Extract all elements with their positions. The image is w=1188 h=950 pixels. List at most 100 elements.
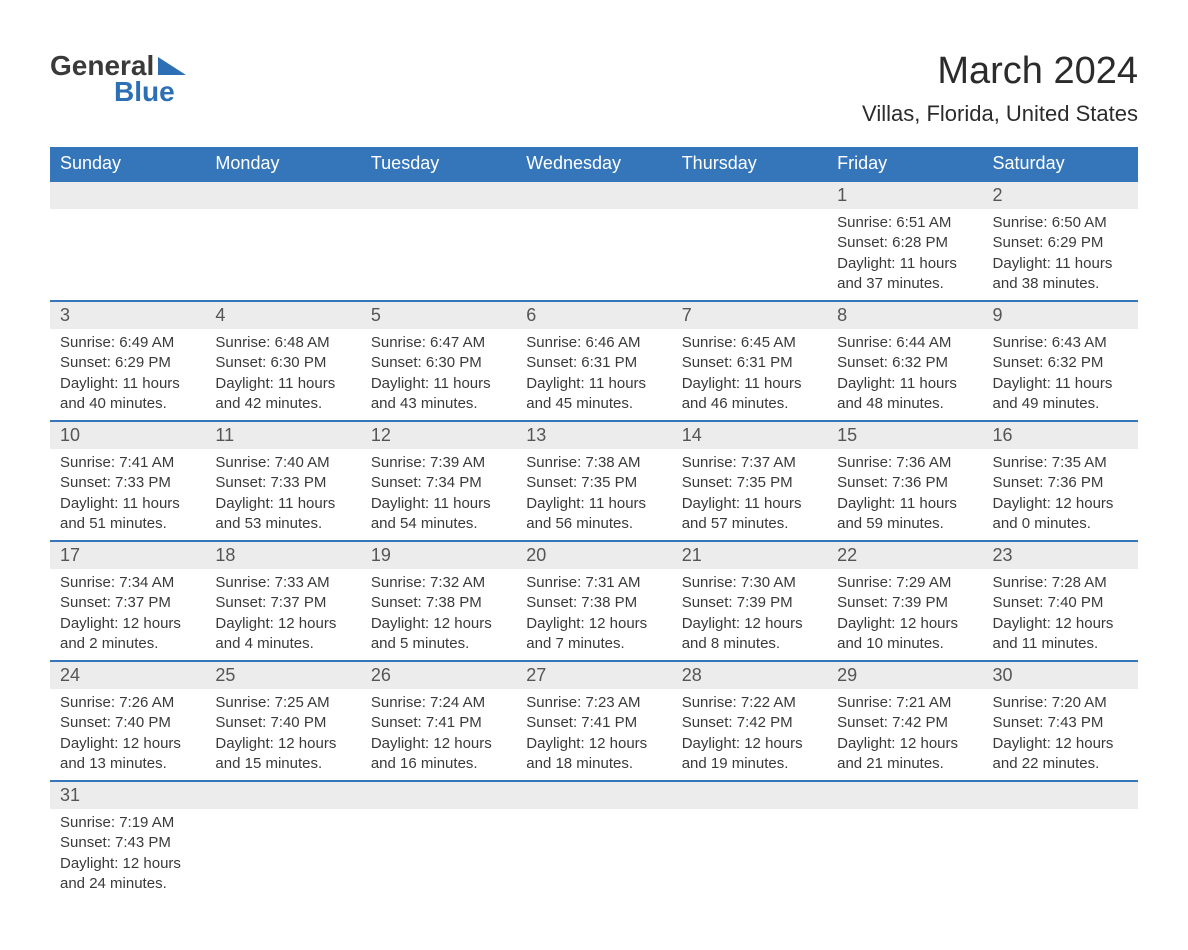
daylight-line: Daylight: 11 hours and 54 minutes. xyxy=(371,494,506,535)
daylight-line: Daylight: 12 hours and 11 minutes. xyxy=(993,614,1128,655)
day-number: 16 xyxy=(983,422,1138,449)
daylight-line: Daylight: 12 hours and 22 minutes. xyxy=(993,734,1128,775)
daylight-line: Daylight: 11 hours and 46 minutes. xyxy=(682,374,817,415)
day-body-empty xyxy=(672,209,827,219)
day-body: Sunrise: 7:39 AMSunset: 7:34 PMDaylight:… xyxy=(361,449,516,540)
day-body-empty xyxy=(983,809,1138,819)
daylight-line: Daylight: 12 hours and 16 minutes. xyxy=(371,734,506,775)
calendar-cell: 17Sunrise: 7:34 AMSunset: 7:37 PMDayligh… xyxy=(50,541,205,661)
calendar-cell xyxy=(827,781,982,900)
weekday-header: Monday xyxy=(205,147,360,181)
day-number-empty xyxy=(983,782,1138,809)
calendar-cell: 13Sunrise: 7:38 AMSunset: 7:35 PMDayligh… xyxy=(516,421,671,541)
calendar-cell xyxy=(516,181,671,301)
calendar-cell: 31Sunrise: 7:19 AMSunset: 7:43 PMDayligh… xyxy=(50,781,205,900)
calendar-cell: 7Sunrise: 6:45 AMSunset: 6:31 PMDaylight… xyxy=(672,301,827,421)
day-body: Sunrise: 7:34 AMSunset: 7:37 PMDaylight:… xyxy=(50,569,205,660)
sunset-line: Sunset: 7:38 PM xyxy=(371,593,506,613)
day-number-empty xyxy=(361,782,516,809)
daylight-line: Daylight: 11 hours and 37 minutes. xyxy=(837,254,972,295)
daylight-line: Daylight: 12 hours and 5 minutes. xyxy=(371,614,506,655)
day-number: 1 xyxy=(827,182,982,209)
sunrise-line: Sunrise: 6:47 AM xyxy=(371,333,506,353)
daylight-line: Daylight: 12 hours and 4 minutes. xyxy=(215,614,350,655)
day-number: 6 xyxy=(516,302,671,329)
calendar-cell xyxy=(361,181,516,301)
daylight-line: Daylight: 12 hours and 19 minutes. xyxy=(682,734,817,775)
day-number: 29 xyxy=(827,662,982,689)
day-number: 28 xyxy=(672,662,827,689)
sunrise-line: Sunrise: 7:41 AM xyxy=(60,453,195,473)
sunset-line: Sunset: 6:29 PM xyxy=(60,353,195,373)
sunset-line: Sunset: 7:36 PM xyxy=(993,473,1128,493)
day-body: Sunrise: 6:49 AMSunset: 6:29 PMDaylight:… xyxy=(50,329,205,420)
day-number: 17 xyxy=(50,542,205,569)
sunrise-line: Sunrise: 7:39 AM xyxy=(371,453,506,473)
sunset-line: Sunset: 7:37 PM xyxy=(215,593,350,613)
sunset-line: Sunset: 7:41 PM xyxy=(526,713,661,733)
sunrise-line: Sunrise: 7:25 AM xyxy=(215,693,350,713)
sunrise-line: Sunrise: 7:38 AM xyxy=(526,453,661,473)
day-body-empty xyxy=(50,209,205,219)
day-number: 23 xyxy=(983,542,1138,569)
day-number: 31 xyxy=(50,782,205,809)
daylight-line: Daylight: 11 hours and 56 minutes. xyxy=(526,494,661,535)
header: General Blue March 2024 Villas, Florida,… xyxy=(50,50,1138,127)
calendar-cell: 9Sunrise: 6:43 AMSunset: 6:32 PMDaylight… xyxy=(983,301,1138,421)
calendar-cell: 20Sunrise: 7:31 AMSunset: 7:38 PMDayligh… xyxy=(516,541,671,661)
day-number: 25 xyxy=(205,662,360,689)
day-number: 15 xyxy=(827,422,982,449)
calendar-cell: 27Sunrise: 7:23 AMSunset: 7:41 PMDayligh… xyxy=(516,661,671,781)
day-body: Sunrise: 6:44 AMSunset: 6:32 PMDaylight:… xyxy=(827,329,982,420)
day-body: Sunrise: 7:21 AMSunset: 7:42 PMDaylight:… xyxy=(827,689,982,780)
day-number: 8 xyxy=(827,302,982,329)
sunrise-line: Sunrise: 7:36 AM xyxy=(837,453,972,473)
day-number: 30 xyxy=(983,662,1138,689)
daylight-line: Daylight: 11 hours and 51 minutes. xyxy=(60,494,195,535)
day-number-empty xyxy=(361,182,516,209)
weekday-header: Tuesday xyxy=(361,147,516,181)
day-body: Sunrise: 7:19 AMSunset: 7:43 PMDaylight:… xyxy=(50,809,205,900)
sunset-line: Sunset: 7:39 PM xyxy=(837,593,972,613)
sunset-line: Sunset: 7:40 PM xyxy=(215,713,350,733)
logo: General Blue xyxy=(50,50,186,108)
sunset-line: Sunset: 7:42 PM xyxy=(837,713,972,733)
calendar-cell: 26Sunrise: 7:24 AMSunset: 7:41 PMDayligh… xyxy=(361,661,516,781)
calendar-cell xyxy=(516,781,671,900)
sunrise-line: Sunrise: 6:49 AM xyxy=(60,333,195,353)
daylight-line: Daylight: 11 hours and 53 minutes. xyxy=(215,494,350,535)
day-body-empty xyxy=(205,209,360,219)
calendar-body: 1Sunrise: 6:51 AMSunset: 6:28 PMDaylight… xyxy=(50,181,1138,900)
calendar-cell: 18Sunrise: 7:33 AMSunset: 7:37 PMDayligh… xyxy=(205,541,360,661)
sunrise-line: Sunrise: 7:20 AM xyxy=(993,693,1128,713)
calendar-head: SundayMondayTuesdayWednesdayThursdayFrid… xyxy=(50,147,1138,181)
calendar-cell xyxy=(205,181,360,301)
calendar-cell: 29Sunrise: 7:21 AMSunset: 7:42 PMDayligh… xyxy=(827,661,982,781)
sunrise-line: Sunrise: 7:40 AM xyxy=(215,453,350,473)
sunrise-line: Sunrise: 7:24 AM xyxy=(371,693,506,713)
daylight-line: Daylight: 11 hours and 40 minutes. xyxy=(60,374,195,415)
weekday-header: Friday xyxy=(827,147,982,181)
daylight-line: Daylight: 11 hours and 57 minutes. xyxy=(682,494,817,535)
weekday-header: Saturday xyxy=(983,147,1138,181)
day-body: Sunrise: 7:35 AMSunset: 7:36 PMDaylight:… xyxy=(983,449,1138,540)
day-number-empty xyxy=(516,182,671,209)
daylight-line: Daylight: 11 hours and 48 minutes. xyxy=(837,374,972,415)
sunrise-line: Sunrise: 7:34 AM xyxy=(60,573,195,593)
day-body: Sunrise: 7:41 AMSunset: 7:33 PMDaylight:… xyxy=(50,449,205,540)
calendar-cell: 1Sunrise: 6:51 AMSunset: 6:28 PMDaylight… xyxy=(827,181,982,301)
day-number: 24 xyxy=(50,662,205,689)
day-body: Sunrise: 6:50 AMSunset: 6:29 PMDaylight:… xyxy=(983,209,1138,300)
sunrise-line: Sunrise: 6:46 AM xyxy=(526,333,661,353)
sunset-line: Sunset: 7:38 PM xyxy=(526,593,661,613)
day-body-empty xyxy=(361,209,516,219)
calendar-table: SundayMondayTuesdayWednesdayThursdayFrid… xyxy=(50,147,1138,900)
calendar-week-row: 3Sunrise: 6:49 AMSunset: 6:29 PMDaylight… xyxy=(50,301,1138,421)
day-body: Sunrise: 7:38 AMSunset: 7:35 PMDaylight:… xyxy=(516,449,671,540)
calendar-cell xyxy=(672,781,827,900)
day-number: 10 xyxy=(50,422,205,449)
day-body: Sunrise: 6:45 AMSunset: 6:31 PMDaylight:… xyxy=(672,329,827,420)
day-body: Sunrise: 7:30 AMSunset: 7:39 PMDaylight:… xyxy=(672,569,827,660)
sunset-line: Sunset: 7:35 PM xyxy=(526,473,661,493)
day-body: Sunrise: 7:24 AMSunset: 7:41 PMDaylight:… xyxy=(361,689,516,780)
